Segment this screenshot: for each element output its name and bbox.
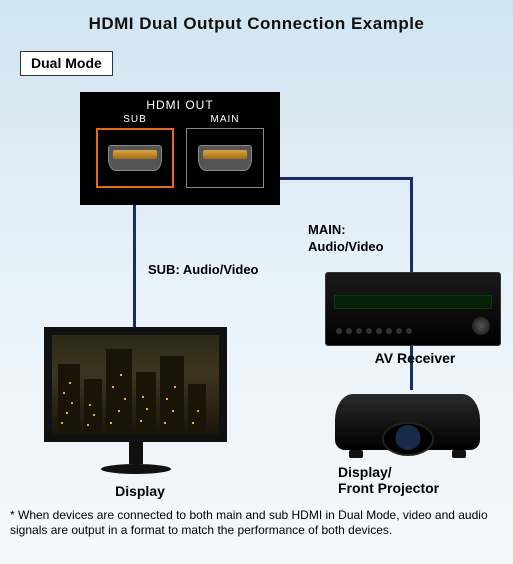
av-receiver-device — [325, 272, 501, 346]
line-main-horizontal — [280, 177, 413, 180]
main-line-label-2: Audio/Video — [308, 239, 384, 254]
projector-device — [335, 382, 480, 462]
footnote-text: * When devices are connected to both mai… — [10, 508, 501, 538]
receiver-volume-knob — [472, 317, 490, 335]
projector-lens — [382, 422, 434, 456]
hdmi-out-panel: HDMI OUT SUB MAIN — [80, 92, 280, 205]
av-receiver-label: AV Receiver — [365, 350, 465, 366]
hdmi-sub-label: SUB — [96, 114, 174, 125]
main-line-label: MAIN: Audio/Video — [308, 222, 384, 256]
sub-line-label: SUB: Audio/Video — [148, 262, 259, 279]
projector-label-2: Front Projector — [338, 480, 439, 496]
hdmi-out-label: HDMI OUT — [80, 98, 280, 112]
line-main-vertical — [410, 177, 413, 273]
receiver-display-strip — [334, 295, 492, 309]
line-sub-vertical — [133, 205, 136, 327]
display-device — [44, 327, 227, 477]
receiver-buttons-row — [336, 321, 456, 331]
main-line-label-1: MAIN: — [308, 222, 346, 237]
hdmi-sub-port: SUB — [96, 128, 174, 188]
skyline-image — [52, 335, 219, 434]
projector-label: Display/ Front Projector — [338, 464, 498, 496]
projector-foot — [452, 450, 466, 458]
projector-foot — [349, 450, 363, 458]
display-stand — [129, 442, 143, 464]
hdmi-main-port: MAIN — [186, 128, 264, 188]
display-screen — [44, 327, 227, 442]
hdmi-port-icon — [108, 145, 162, 171]
projector-label-1: Display/ — [338, 464, 392, 480]
mode-box: Dual Mode — [20, 51, 113, 76]
display-base — [101, 464, 171, 474]
hdmi-port-icon — [198, 145, 252, 171]
page-title: HDMI Dual Output Connection Example — [0, 14, 513, 34]
hdmi-main-label: MAIN — [186, 114, 264, 125]
display-label: Display — [90, 483, 190, 499]
